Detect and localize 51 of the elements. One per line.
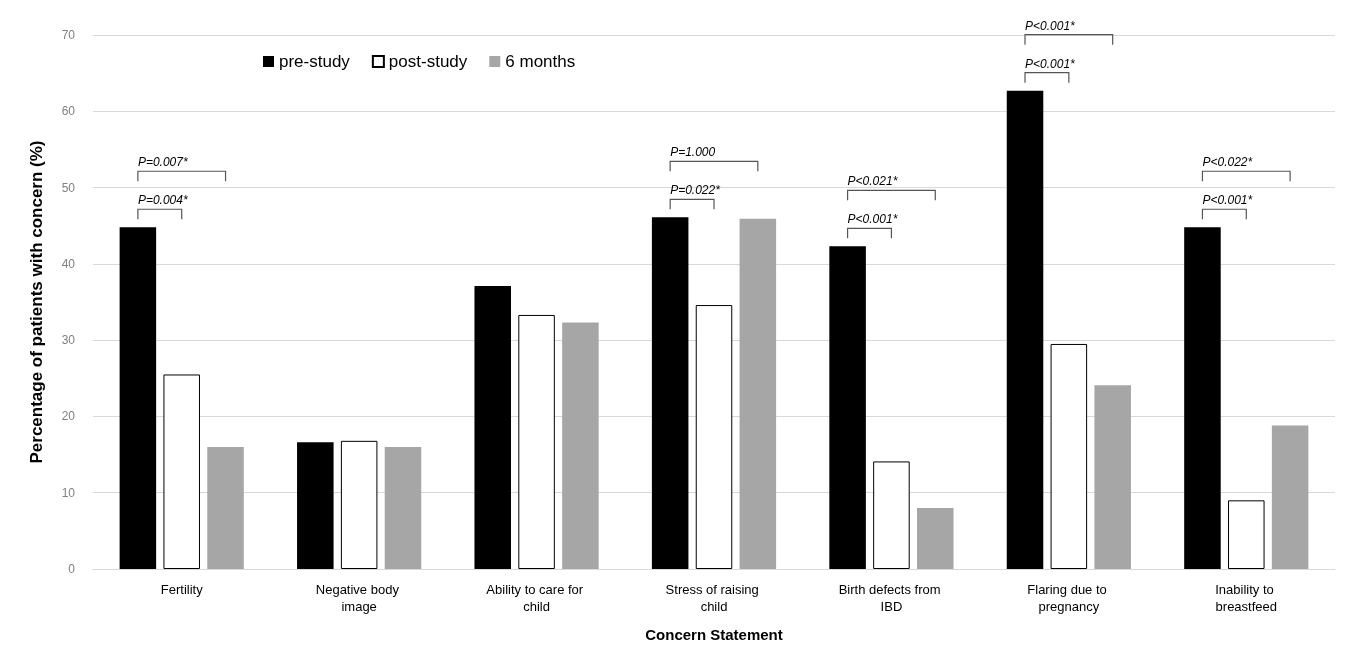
bar: [873, 461, 910, 569]
y-axis-title: Percentage of patients with concern (%): [27, 140, 46, 464]
x-tick-label: Fertility: [160, 582, 204, 597]
bar: [1050, 343, 1088, 569]
legend-label: 6 months: [505, 52, 576, 71]
annotation: P<0.001*: [847, 212, 898, 227]
bar: [207, 446, 244, 569]
bar: [119, 227, 157, 569]
bar: [297, 442, 334, 569]
annotation: P=0.007*: [137, 155, 188, 170]
bar: [695, 305, 733, 569]
bar: [917, 507, 954, 569]
bar: [562, 322, 599, 569]
text: P<0.001*: [1025, 18, 1076, 33]
annotation: P=1.000: [670, 145, 716, 160]
bar: [1094, 385, 1131, 569]
bar: [384, 446, 422, 569]
legend-label: post-study: [388, 52, 468, 71]
bar: [1006, 90, 1044, 569]
bar: [829, 246, 866, 569]
bar: [1228, 500, 1265, 569]
bar: [651, 217, 689, 569]
annotation: P=0.022*: [670, 183, 721, 198]
bar: [474, 285, 511, 569]
bar: [1271, 425, 1309, 569]
bar: [163, 374, 200, 569]
y-tick-label: 0: [68, 562, 76, 576]
annotation: P<0.001*: [1025, 56, 1076, 71]
x-tick-label: Birth defects from IBD: [838, 582, 945, 614]
y-tick-label: 30: [61, 333, 76, 348]
annotation: P<0.001*: [1202, 193, 1253, 208]
bar: [340, 440, 378, 569]
x-tick-label: Stress of raising child: [665, 582, 763, 614]
legend-label: pre-study: [279, 52, 351, 71]
y-tick-label: 50: [61, 180, 76, 195]
annotation: P<0.021*: [847, 174, 898, 189]
y-tick-label: 10: [61, 485, 76, 500]
annotation: P<0.022*: [1202, 155, 1253, 170]
x-tick-label: Negative body image: [315, 582, 403, 614]
y-tick-label: 40: [61, 256, 76, 271]
y-tick-label: 60: [61, 104, 76, 119]
y-tick-label: 20: [61, 409, 76, 424]
x-tick-label: Flaring due to pregnancy: [1027, 582, 1111, 614]
x-tick-label: Ability to care for child: [486, 582, 587, 614]
annotation: P=0.004*: [137, 193, 188, 208]
x-axis-title: Concern Statement: [645, 626, 783, 643]
y-tick-label: 70: [61, 28, 76, 42]
bar: [1184, 227, 1221, 569]
bar: [739, 218, 777, 569]
bar: [518, 314, 555, 569]
x-tick-label: Inability to breastfeed: [1215, 582, 1278, 614]
